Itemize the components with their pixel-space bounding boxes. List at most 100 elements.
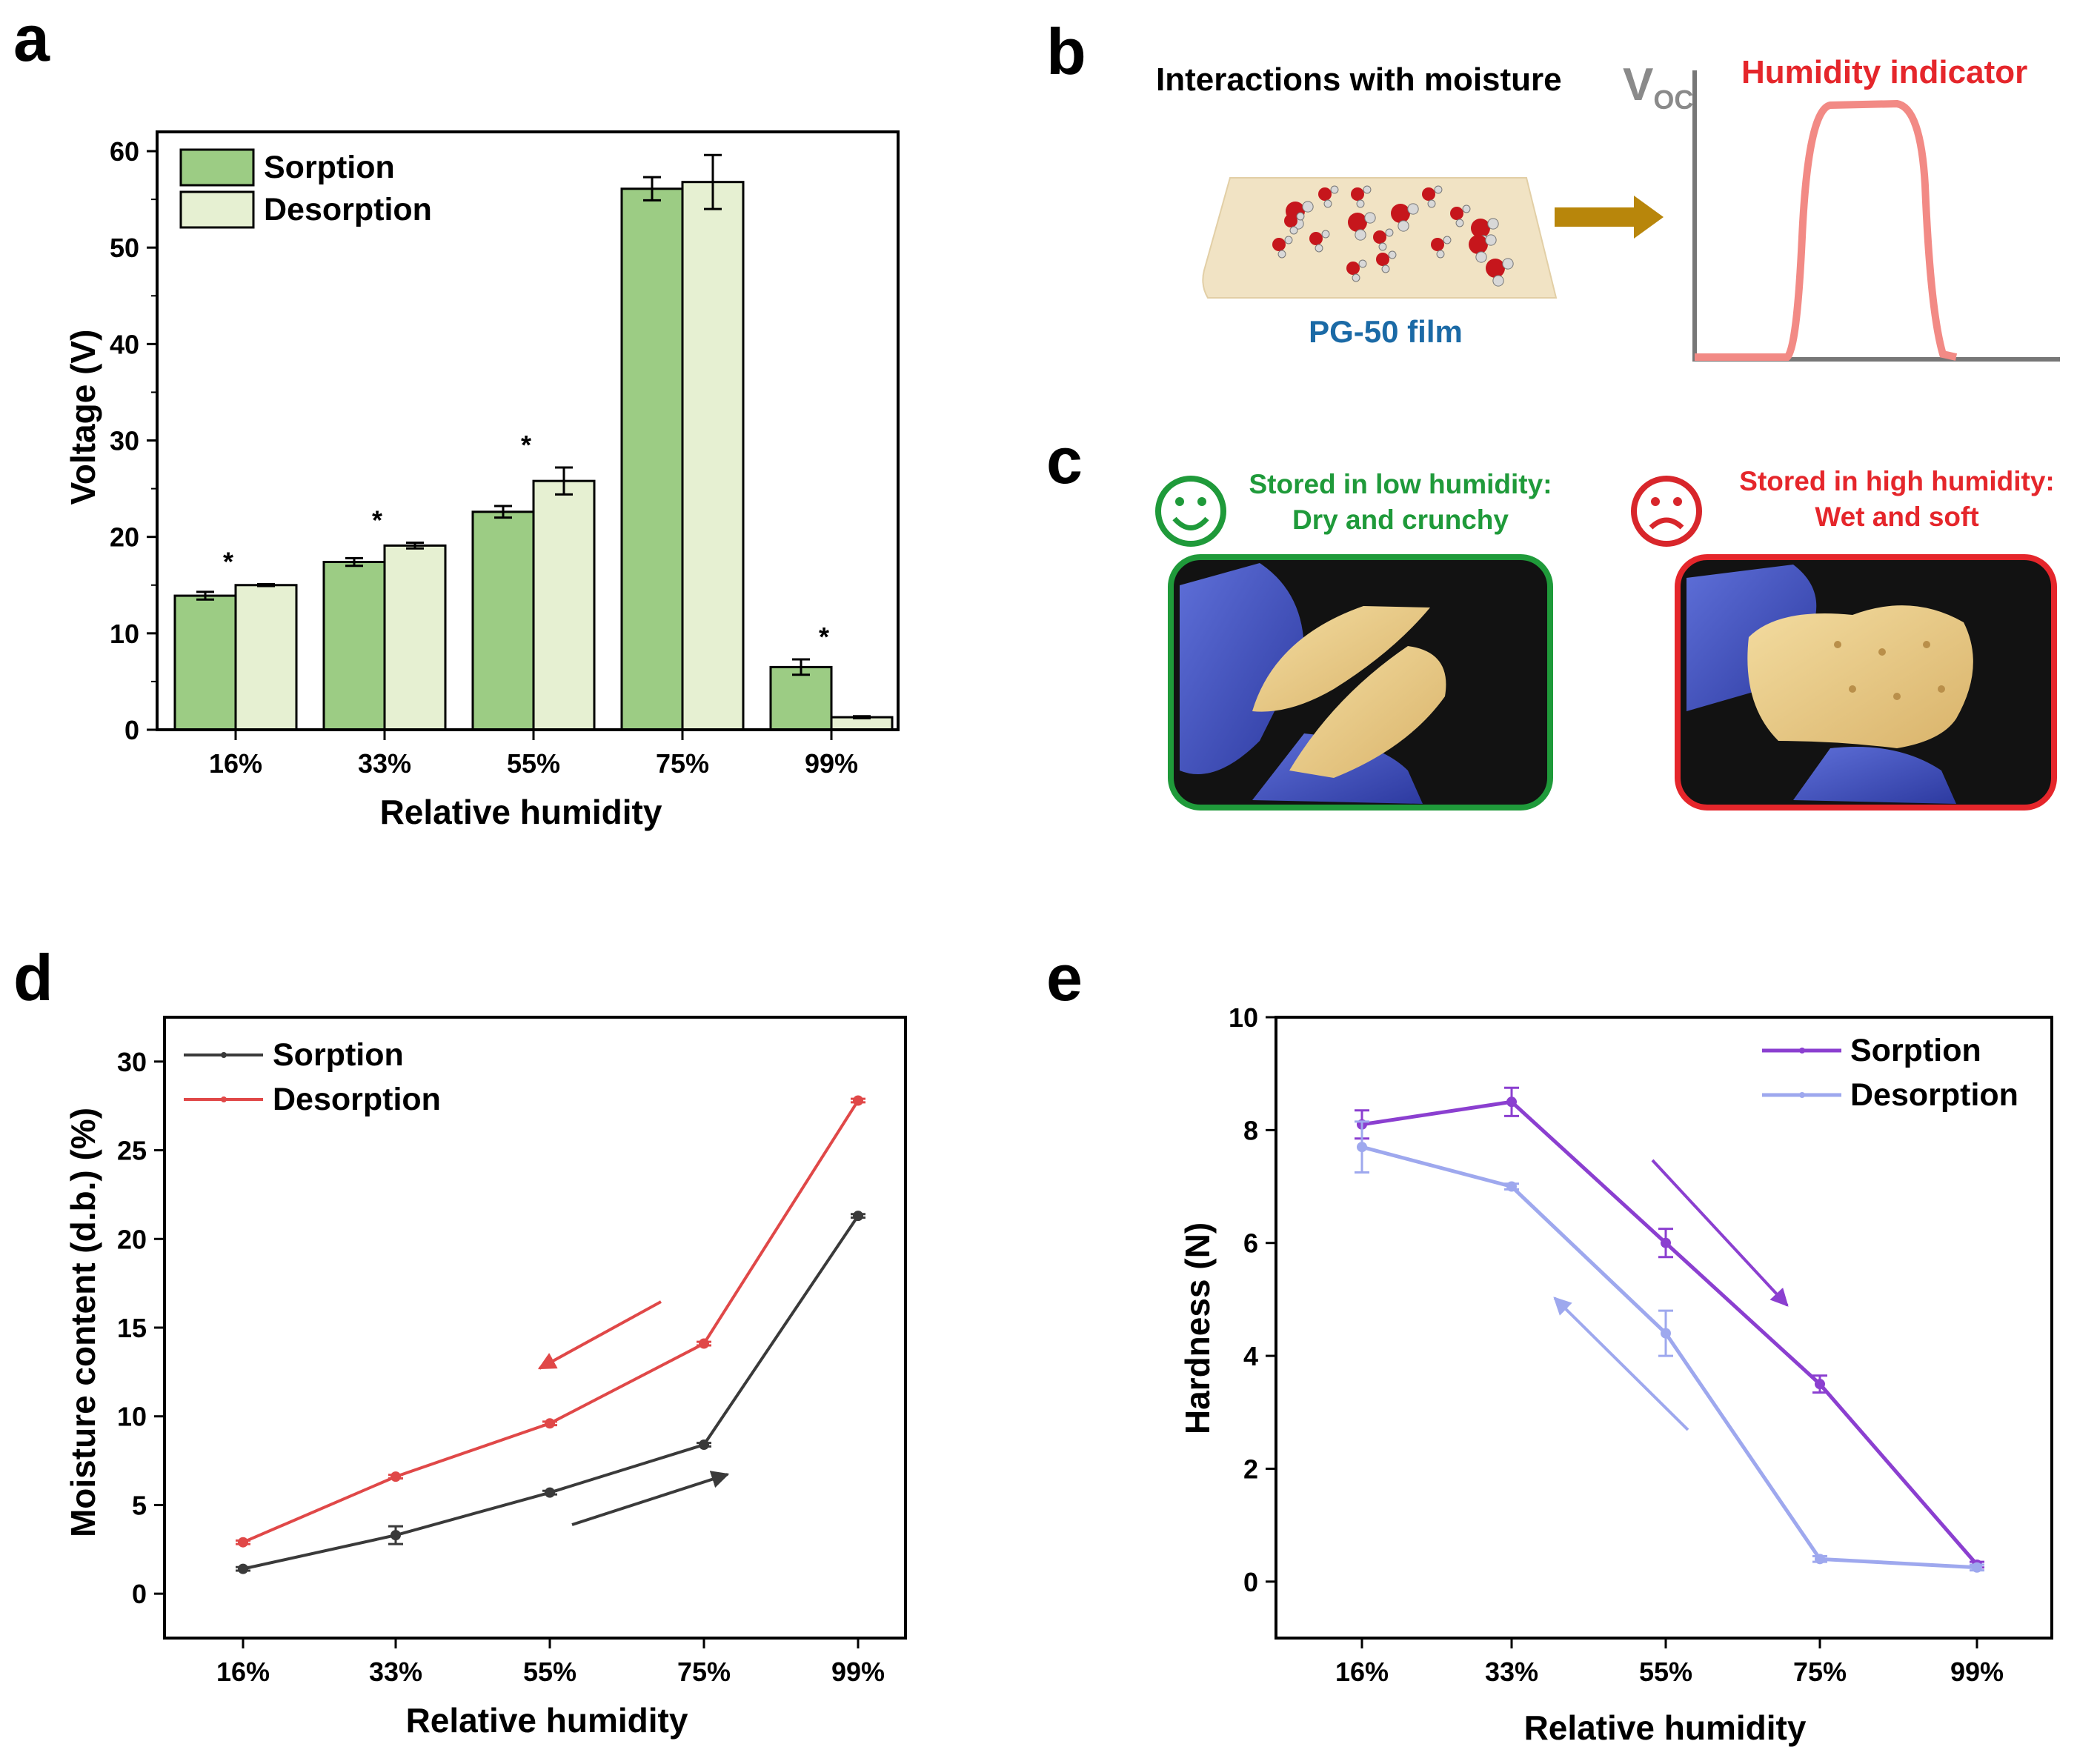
- voltage-pulse-plot-icon: [1692, 70, 2060, 362]
- sorption-direction-arrow: [1651, 1159, 1789, 1307]
- oxygen-atom: [1351, 187, 1364, 201]
- point-desorption-33%: [1506, 1181, 1517, 1192]
- chart-e-frame: [1275, 1016, 2053, 1640]
- chart-e-hardness-lines: Relative humidity Hardness (N) Sorption …: [1178, 1002, 2053, 1747]
- chart-e-ylabel: Hardness (N): [1178, 1222, 1217, 1434]
- panel-label-c: c: [1046, 424, 1083, 497]
- chart-a-frame: [156, 130, 900, 731]
- hydrogen-atom: [1455, 219, 1464, 227]
- panel-label-b: b: [1046, 15, 1086, 88]
- y-tick-label: 6: [1243, 1228, 1258, 1259]
- chart-e-legend: Sorption Desorption: [1762, 1033, 2018, 1113]
- y-tick-label: 0: [124, 715, 139, 745]
- x-tick-label: 55%: [523, 1657, 576, 1687]
- hydrogen-atom: [1355, 229, 1366, 241]
- hydrogen-atom: [1434, 185, 1443, 194]
- y-tick-label: 20: [110, 522, 139, 553]
- hydrogen-atom: [1462, 204, 1471, 213]
- point-desorption-75%: [699, 1338, 709, 1349]
- high-humidity-caption-line1: Stored in high humidity:: [1739, 466, 2054, 496]
- low-humidity-caption-line1: Stored in low humidity:: [1249, 469, 1552, 499]
- hydrogen-atom: [1302, 201, 1314, 213]
- x-tick-label: 75%: [1793, 1657, 1847, 1687]
- chart-d-ylabel: Moisture content (d.b.) (%): [64, 1108, 102, 1537]
- series-line-desorption: [242, 1099, 860, 1544]
- oxygen-atom: [1373, 230, 1386, 244]
- hydrogen-atom: [1487, 218, 1499, 230]
- y-tick-label: 0: [1243, 1567, 1258, 1597]
- y-tick-label: 10: [1229, 1002, 1258, 1033]
- significance-marker: *: [819, 622, 829, 652]
- hydrogen-atom: [1485, 234, 1497, 246]
- bar-sorption-99%: [769, 665, 833, 731]
- water-molecules-film-icon: [1202, 177, 1558, 299]
- oxygen-atom: [1391, 204, 1410, 223]
- y-tick-label: 30: [110, 426, 139, 456]
- y-tick-label: 60: [110, 136, 139, 167]
- hydrogen-atom: [1492, 275, 1504, 287]
- sad-face-icon: [1631, 476, 1702, 547]
- oxygen-atom: [1450, 207, 1463, 220]
- hydrogen-atom: [1443, 236, 1452, 244]
- point-desorption-16%: [238, 1537, 248, 1548]
- legend-label-sorption: Sorption: [273, 1037, 404, 1073]
- hydrogen-atom: [1315, 244, 1323, 253]
- desorption-direction-arrow: [1553, 1297, 1689, 1431]
- y-tick-label: 10: [117, 1402, 147, 1432]
- chart-e-xlabel: Relative humidity: [1524, 1708, 1807, 1747]
- x-tick-label: 75%: [656, 748, 709, 779]
- hydrogen-atom: [1385, 228, 1394, 237]
- point-desorption-55%: [545, 1418, 555, 1429]
- significance-marker: *: [372, 505, 382, 535]
- x-tick-label: 33%: [358, 748, 411, 779]
- legend-swatch-desorption: [179, 190, 255, 229]
- hydrogen-atom: [1436, 250, 1445, 259]
- panel-b-title: Interactions with moisture: [1156, 61, 1562, 98]
- y-tick-label: 15: [117, 1313, 147, 1343]
- bar-sorption-75%: [620, 187, 684, 731]
- point-desorption-99%: [1972, 1562, 1982, 1573]
- hydrogen-atom: [1427, 199, 1436, 208]
- y-tick-label: 25: [117, 1136, 147, 1166]
- hydrogen-atom: [1321, 230, 1330, 239]
- x-tick-label: 55%: [1639, 1657, 1692, 1687]
- chart-d-moisture-lines: Relative humidity Moisture content (d.b.…: [64, 1016, 907, 1740]
- x-tick-label: 16%: [216, 1657, 270, 1687]
- hydrogen-atom: [1381, 264, 1390, 273]
- hydrogen-atom: [1289, 226, 1298, 235]
- hydrogen-atom: [1330, 185, 1339, 194]
- y-tick-label: 8: [1243, 1115, 1258, 1145]
- hydrogen-atom: [1358, 259, 1367, 268]
- point-sorption-33%: [1506, 1096, 1517, 1108]
- oxygen-atom: [1318, 187, 1332, 201]
- chart-d-legend: Sorption Desorption: [184, 1037, 441, 1117]
- significance-marker: *: [521, 430, 531, 460]
- hydrogen-atom: [1502, 258, 1514, 270]
- y-tick-label: 0: [132, 1579, 147, 1609]
- oxygen-atom: [1348, 213, 1367, 232]
- chart-a-ylabel: Voltage (V): [64, 330, 102, 505]
- hydrogen-atom: [1277, 250, 1286, 259]
- bar-sorption-55%: [471, 510, 535, 731]
- bar-desorption-16%: [234, 584, 298, 731]
- panel-c-storage-photos: Stored in low humidity: Dry and crunchy …: [1155, 466, 2057, 811]
- point-sorption-75%: [699, 1440, 709, 1451]
- series-line-sorption: [242, 1215, 860, 1571]
- x-tick-label: 75%: [677, 1657, 731, 1687]
- point-desorption-16%: [1357, 1142, 1367, 1153]
- point-desorption-75%: [1815, 1554, 1825, 1565]
- y-tick-label: 10: [110, 619, 139, 649]
- oxygen-atom: [1309, 232, 1323, 245]
- desorption-direction-arrow: [537, 1300, 662, 1370]
- oxygen-atom: [1346, 262, 1360, 275]
- chart-a-xlabel: Relative humidity: [380, 793, 662, 831]
- high-humidity-caption-line2: Wet and soft: [1815, 502, 1978, 532]
- hydrogen-atom: [1363, 185, 1372, 194]
- hydrogen-atom: [1323, 199, 1332, 208]
- legend-label-desorption: Desorption: [264, 192, 432, 227]
- x-tick-label: 55%: [507, 748, 560, 779]
- hydrogen-atom: [1407, 203, 1419, 215]
- x-tick-label: 16%: [1335, 1657, 1389, 1687]
- hydrogen-atom: [1356, 199, 1365, 208]
